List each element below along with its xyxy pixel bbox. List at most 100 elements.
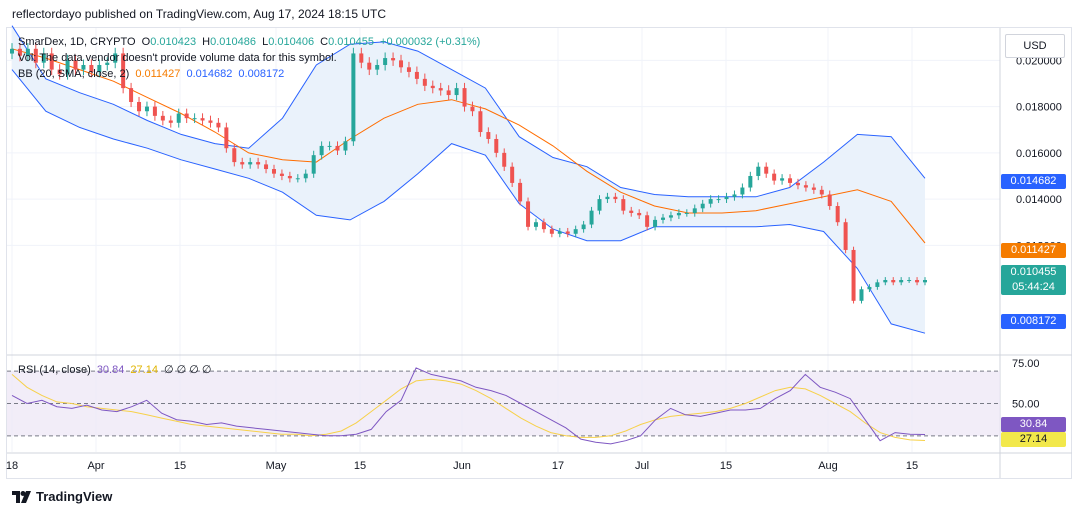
candle-body (152, 106, 157, 116)
candle-body (160, 115, 165, 121)
rsi-legend: RSI (14, close) 30.84 27.14 ∅ ∅ ∅ ∅ (18, 363, 215, 377)
price-tick-label: 0.016000 (1016, 148, 1062, 160)
candles (10, 43, 927, 304)
bb-lower-tag: 0.008172 (1001, 314, 1066, 329)
rsi-extra: ∅ ∅ ∅ ∅ (164, 364, 212, 376)
symbol-title: SmarDex, 1D, CRYPTO (18, 36, 136, 48)
candle-body (732, 194, 737, 197)
candle-body (271, 169, 276, 174)
candle-body (256, 162, 261, 165)
currency-button[interactable]: USD (1005, 34, 1065, 58)
bb-label: BB (20, SMA, close, 2) (18, 68, 130, 80)
candle-body (565, 231, 570, 234)
candle-body (843, 222, 848, 250)
candle-body (89, 64, 94, 72)
candle-body (788, 178, 793, 183)
candle-body (25, 48, 30, 56)
candle-body (716, 199, 721, 201)
candle-body (923, 280, 927, 283)
open-value: 0.010423 (150, 36, 197, 48)
candle-body (851, 249, 856, 301)
tradingview-brand[interactable]: TradingView (12, 489, 112, 504)
candle-body (17, 48, 22, 56)
bb-upper-tag: 0.014682 (1001, 174, 1066, 189)
bb-band-fill (12, 25, 925, 334)
candle-body (351, 53, 356, 142)
candle-body (676, 212, 681, 216)
bb-lower-line (11, 69, 926, 334)
candle-body (391, 58, 396, 61)
rsi-ma-tag: 27.14 (1001, 432, 1066, 447)
candle-body (668, 215, 673, 218)
candle-body (216, 122, 221, 128)
low-value: 0.010406 (268, 36, 315, 48)
candle-body (327, 145, 332, 147)
rsi-tick-label: 75.00 (1012, 358, 1040, 370)
time-tick-label: Jun (453, 460, 471, 472)
candle-body (335, 145, 340, 151)
candle-body (41, 53, 46, 63)
time-tick-label: 17 (552, 460, 564, 472)
candle-body (359, 53, 364, 63)
low-label: L (262, 36, 269, 48)
candle-body (105, 62, 110, 65)
candle-body (772, 173, 777, 181)
candle-body (581, 224, 586, 230)
candle-body (629, 210, 634, 213)
candle-body (708, 199, 713, 204)
candle-body (899, 280, 904, 283)
time-tick-label: 15 (906, 460, 918, 472)
bb-basis-line (11, 48, 926, 244)
price-tick-label: 0.018000 (1016, 102, 1062, 114)
candle-body (486, 132, 491, 139)
price-tick-label: 0.014000 (1016, 194, 1062, 206)
time-tick-label: 15 (354, 460, 366, 472)
candle-body (208, 120, 213, 123)
candle-body (184, 113, 189, 119)
candle-body (200, 118, 205, 121)
time-tick-label: 18 (6, 460, 18, 472)
candle-body (462, 88, 467, 107)
time-tick-label: Jul (635, 460, 649, 472)
publish-info: reflectordayo published on TradingView.c… (12, 7, 387, 21)
candle-body (414, 71, 419, 79)
candle-body (129, 88, 134, 102)
candle-body (113, 53, 118, 63)
candle-body (81, 64, 86, 70)
high-value: 0.010486 (210, 36, 256, 48)
time-tick-label: 15 (720, 460, 732, 472)
candle-body (430, 85, 435, 89)
candle-body (613, 196, 618, 200)
candle-body (232, 148, 237, 163)
candle-body (692, 208, 697, 213)
candle-body (867, 286, 872, 290)
candle-body (589, 210, 594, 225)
candle-body (518, 182, 523, 202)
candle-body (748, 175, 753, 188)
candle-body (684, 212, 689, 214)
high-label: H (202, 36, 211, 48)
candle-body (724, 196, 729, 200)
candle-body (57, 69, 62, 75)
bb-upper-line (11, 25, 926, 198)
candle-body (33, 48, 38, 63)
candle-body (311, 155, 316, 174)
close-value: 0.010455 (328, 36, 374, 48)
candle-body (295, 178, 300, 180)
candle-body (319, 145, 324, 156)
candle-body (605, 196, 610, 200)
candle-body (573, 229, 578, 234)
candle-body (399, 60, 404, 68)
candle-body (144, 106, 149, 112)
ohlc-legend: SmarDex, 1D, CRYPTO O0.010423 H0.010486 … (18, 35, 483, 49)
tradingview-label: TradingView (36, 489, 113, 504)
candle-body (279, 173, 284, 176)
candle-body (803, 185, 808, 188)
time-tick-label: Aug (818, 460, 838, 472)
candle-body (494, 138, 499, 153)
candle-body (645, 215, 650, 227)
volume-legend: Vol: The data vendor doesn't provide vol… (18, 51, 340, 65)
close-label: C (320, 36, 329, 48)
candle-body (795, 182, 800, 186)
